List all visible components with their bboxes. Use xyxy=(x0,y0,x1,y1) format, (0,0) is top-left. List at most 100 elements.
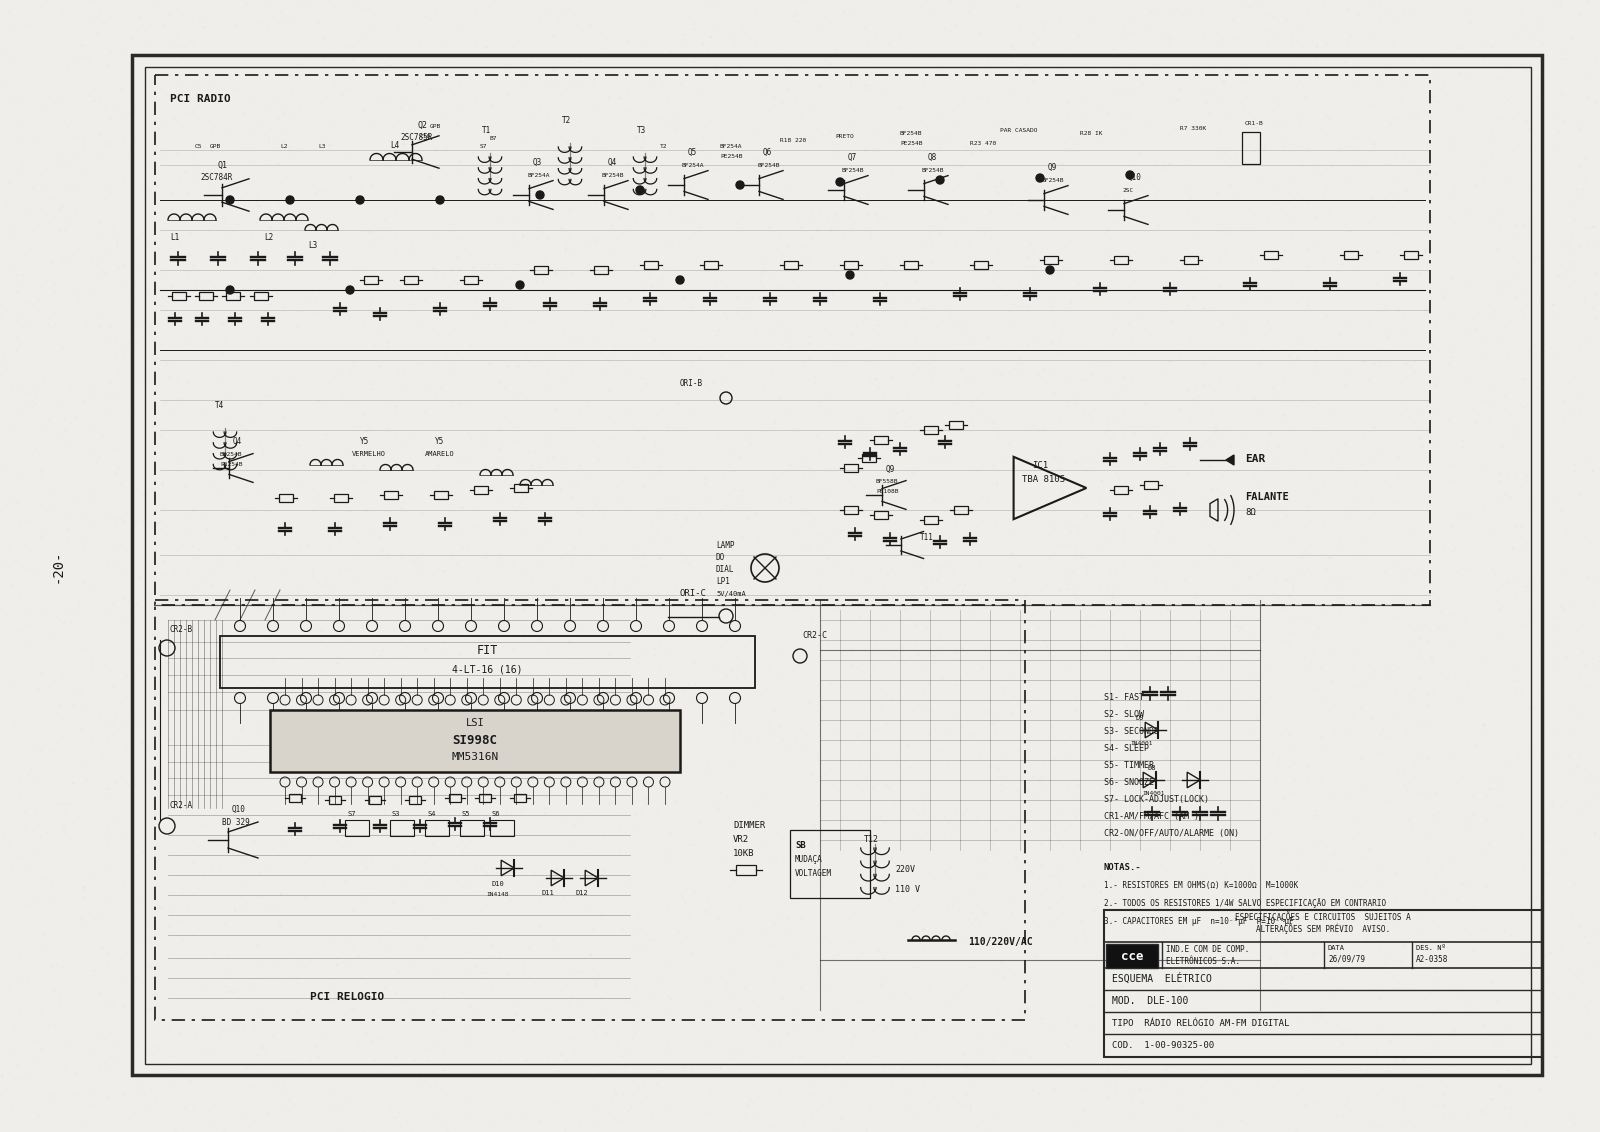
Point xyxy=(27,199,53,217)
Point xyxy=(131,158,157,177)
Point xyxy=(674,626,699,644)
Point xyxy=(1283,292,1309,310)
Point xyxy=(475,963,501,981)
Point xyxy=(379,451,405,469)
Point xyxy=(794,827,819,846)
Point xyxy=(602,754,627,772)
Point xyxy=(1322,721,1347,739)
Point xyxy=(555,94,581,112)
Point xyxy=(1306,68,1331,86)
Point xyxy=(14,393,40,411)
Point xyxy=(867,806,893,824)
Circle shape xyxy=(286,196,294,204)
Point xyxy=(1456,199,1482,217)
Point xyxy=(1006,349,1032,367)
Point xyxy=(77,52,102,70)
Point xyxy=(640,277,666,295)
Point xyxy=(197,180,222,198)
Point xyxy=(696,0,722,9)
Point xyxy=(957,606,982,624)
Point xyxy=(1005,787,1030,805)
Point xyxy=(266,194,291,212)
Point xyxy=(301,501,326,520)
Point xyxy=(725,560,750,578)
Point xyxy=(1278,26,1304,44)
Point xyxy=(691,511,717,529)
Point xyxy=(1288,608,1314,626)
Point xyxy=(579,1021,605,1039)
Point xyxy=(784,1022,810,1040)
Point xyxy=(125,1034,150,1052)
Point xyxy=(403,937,429,955)
Point xyxy=(1133,1080,1158,1098)
Point xyxy=(326,531,352,549)
Point xyxy=(227,926,253,944)
Point xyxy=(123,512,149,530)
Point xyxy=(1216,842,1242,860)
Point xyxy=(346,712,371,730)
Point xyxy=(582,231,608,249)
Point xyxy=(10,557,35,575)
Point xyxy=(362,446,387,464)
Point xyxy=(1563,968,1589,986)
Point xyxy=(1514,468,1539,486)
Point xyxy=(829,811,854,829)
Point xyxy=(1026,619,1051,637)
Point xyxy=(1302,1006,1328,1024)
Point xyxy=(558,552,584,571)
Point xyxy=(683,183,709,201)
Point xyxy=(1042,201,1067,220)
Point xyxy=(1462,320,1488,338)
Point xyxy=(21,1050,46,1069)
Point xyxy=(1214,525,1240,543)
Point xyxy=(912,231,938,249)
Point xyxy=(1221,899,1246,917)
Point xyxy=(854,205,880,223)
Point xyxy=(1456,822,1482,840)
Point xyxy=(405,1073,430,1091)
Point xyxy=(1493,387,1518,405)
Point xyxy=(909,111,934,129)
Point xyxy=(722,721,747,739)
Point xyxy=(1366,9,1392,27)
Point xyxy=(1072,778,1098,796)
Point xyxy=(1198,63,1224,82)
Point xyxy=(784,11,810,29)
Point xyxy=(374,674,400,692)
Point xyxy=(728,20,754,38)
Point xyxy=(579,920,605,938)
Point xyxy=(189,277,214,295)
Point xyxy=(6,588,32,606)
Point xyxy=(666,394,691,412)
Point xyxy=(194,520,219,538)
Point xyxy=(856,449,882,468)
Point xyxy=(221,80,246,98)
Point xyxy=(1069,637,1094,655)
Point xyxy=(1227,290,1253,308)
Point xyxy=(118,542,144,560)
Point xyxy=(478,680,504,698)
Point xyxy=(851,340,877,358)
Point xyxy=(1213,1063,1238,1081)
Point xyxy=(37,318,62,336)
Point xyxy=(254,1105,280,1123)
Point xyxy=(645,51,670,69)
Point xyxy=(382,1107,408,1125)
Point xyxy=(163,541,189,559)
Point xyxy=(0,305,14,323)
Point xyxy=(213,529,238,547)
Point xyxy=(157,6,182,24)
Point xyxy=(232,291,258,309)
Point xyxy=(1088,130,1114,148)
Point xyxy=(83,281,109,299)
Point xyxy=(1339,1058,1365,1077)
Point xyxy=(1525,10,1550,28)
Point xyxy=(1517,949,1542,967)
Point xyxy=(1480,560,1506,578)
Point xyxy=(69,720,94,738)
Point xyxy=(770,187,795,205)
Point xyxy=(821,601,846,619)
Bar xyxy=(845,506,858,514)
Point xyxy=(50,728,75,746)
Point xyxy=(130,1084,155,1103)
